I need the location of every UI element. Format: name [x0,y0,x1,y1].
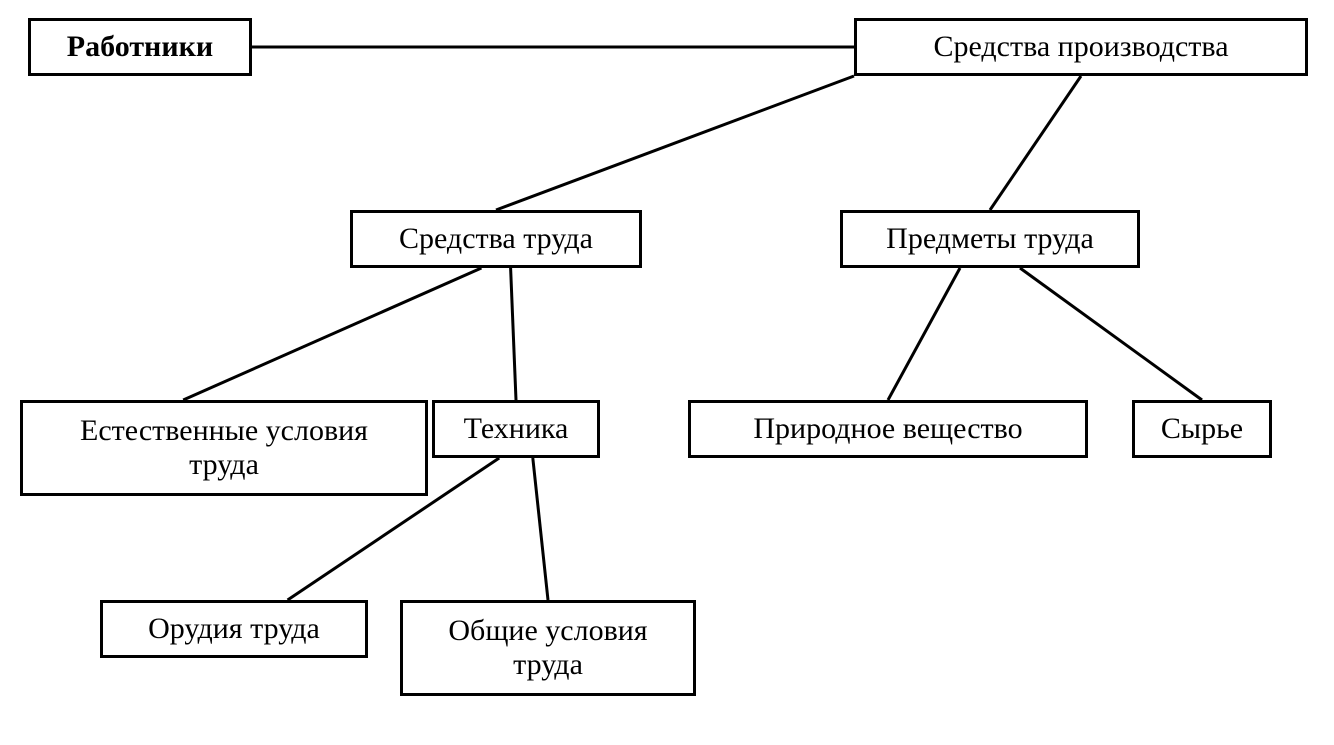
diagram-canvas: Работники Средства производства Средства т… [0,0,1334,745]
edge-technique-to-general_cond [533,458,548,600]
node-raw: Сырье [1132,400,1272,458]
edge-means_of_labor-to-technique [511,268,516,400]
edge-objects_of_labor-to-raw [1020,268,1202,400]
node-workers: Работники [28,18,252,76]
edge-means_of_labor-to-natural_cond [183,268,481,400]
node-tools: Орудия труда [100,600,368,658]
node-means_of_prod: Средства производства [854,18,1308,76]
edge-objects_of_labor-to-natural_substance [888,268,960,400]
node-natural_cond: Естественные условия труда [20,400,428,496]
node-objects_of_labor: Предметы труда [840,210,1140,268]
edge-means_of_prod-to-means_of_labor [496,76,854,210]
node-natural_substance: Природное вещество [688,400,1088,458]
node-technique: Техника [432,400,600,458]
edge-means_of_prod-to-objects_of_labor [990,76,1081,210]
node-general_cond: Общие условия труда [400,600,696,696]
node-means_of_labor: Средства труда [350,210,642,268]
